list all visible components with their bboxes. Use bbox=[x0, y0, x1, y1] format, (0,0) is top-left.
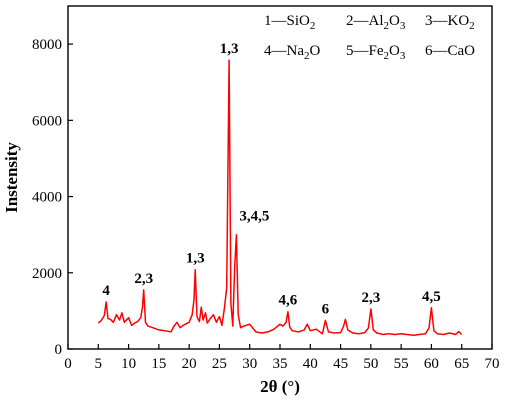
x-axis-title: 2θ (°) bbox=[260, 377, 300, 396]
legend-entry: 3—KO2 bbox=[425, 13, 475, 32]
legend-formula: SiO bbox=[287, 13, 311, 29]
legend-formula: Al bbox=[369, 13, 384, 29]
legend-subscript: 3 bbox=[400, 20, 406, 32]
x-tick-label: 5 bbox=[95, 356, 103, 372]
legend-dash: — bbox=[271, 13, 288, 29]
legend-formula: O bbox=[389, 43, 400, 59]
series-layer bbox=[97, 59, 463, 337]
series-line-0 bbox=[97, 59, 463, 337]
legend-formula: O bbox=[310, 43, 321, 59]
x-tick-label: 15 bbox=[151, 356, 166, 372]
legend-number: 6 bbox=[425, 43, 433, 59]
legend-number: 1 bbox=[264, 13, 272, 29]
peak-label: 2,3 bbox=[134, 271, 153, 287]
legend-subscript: 2 bbox=[310, 20, 316, 32]
peak-label: 6 bbox=[322, 301, 330, 317]
peak-annotations: 4 2,3 1,3 1,3 3,4,5 4,6 6 2,3 4,5 bbox=[102, 41, 440, 317]
legend-entry: 5—Fe2O3 bbox=[346, 43, 406, 62]
peak-label: 1,3 bbox=[186, 251, 205, 267]
legend-entry: 4—Na2O bbox=[264, 43, 321, 62]
legend-dash: — bbox=[271, 43, 288, 59]
peak-label: 2,3 bbox=[361, 290, 380, 306]
legend-number: 2 bbox=[346, 13, 354, 29]
legend-formula: O bbox=[389, 13, 400, 29]
y-axis-title: Instensity bbox=[2, 142, 21, 213]
legend-formula: KO bbox=[448, 13, 470, 29]
x-tick-label: 35 bbox=[273, 356, 288, 372]
peak-label: 4,5 bbox=[422, 289, 441, 305]
legend-entry: 6—CaO bbox=[425, 43, 475, 59]
legend-dash: — bbox=[432, 43, 449, 59]
x-tick-label: 70 bbox=[485, 356, 500, 372]
x-tick-label: 40 bbox=[303, 356, 318, 372]
y-tick-label: 6000 bbox=[32, 113, 62, 129]
x-tick-label: 50 bbox=[363, 356, 378, 372]
legend-number: 3 bbox=[425, 13, 433, 29]
y-tick-label: 8000 bbox=[32, 37, 62, 53]
x-tick-label: 0 bbox=[64, 356, 72, 372]
x-tick-label: 65 bbox=[454, 356, 469, 372]
legend-number: 4 bbox=[264, 43, 272, 59]
x-tick-label: 45 bbox=[333, 356, 348, 372]
legend-formula: CaO bbox=[448, 43, 476, 59]
x-tick-label: 55 bbox=[394, 356, 409, 372]
legend-formula: Fe bbox=[369, 43, 384, 59]
ticks: 0 5 10 15 20 25 30 35 40 45 50 55 60 65 70020004000600… bbox=[32, 37, 500, 372]
x-tick-label: 30 bbox=[242, 356, 257, 372]
legend-formula: Na bbox=[287, 43, 305, 59]
legend-subscript: 3 bbox=[400, 50, 406, 62]
legend-entry: 2—Al2O3 bbox=[346, 13, 406, 32]
legend-dash: — bbox=[432, 13, 449, 29]
y-tick-label: 2000 bbox=[32, 266, 62, 282]
legend-number: 5 bbox=[346, 43, 354, 59]
legend-subscript: 2 bbox=[384, 50, 390, 62]
legend-subscript: 2 bbox=[384, 20, 390, 32]
peak-label: 4 bbox=[102, 283, 110, 299]
x-tick-label: 20 bbox=[182, 356, 197, 372]
legend-dash: — bbox=[353, 13, 370, 29]
legend-subscript: 2 bbox=[304, 50, 310, 62]
peak-label: 3,4,5 bbox=[239, 209, 269, 225]
x-tick-label: 60 bbox=[424, 356, 439, 372]
legend-dash: — bbox=[353, 43, 370, 59]
x-tick-label: 10 bbox=[121, 356, 136, 372]
legend-entry: 1—SiO2 bbox=[264, 13, 315, 32]
x-tick-label: 25 bbox=[212, 356, 227, 372]
legend-subscript: 2 bbox=[469, 20, 475, 32]
peak-label: 4,6 bbox=[278, 293, 297, 309]
y-tick-label: 0 bbox=[55, 342, 63, 358]
peak-label: 1,3 bbox=[220, 41, 239, 57]
y-tick-label: 4000 bbox=[32, 190, 62, 206]
